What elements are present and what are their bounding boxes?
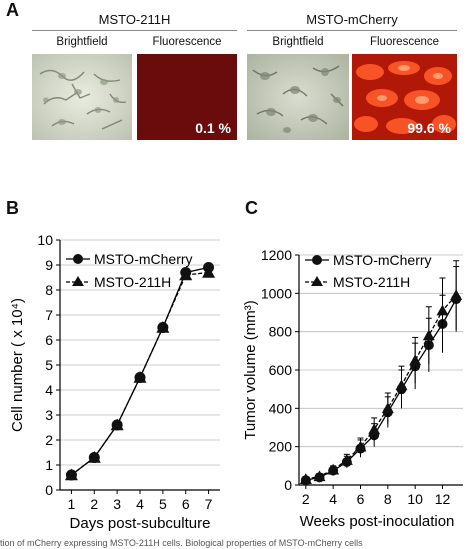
chart-b-gridlines bbox=[60, 239, 220, 466]
data-point-triangle bbox=[327, 463, 340, 475]
chart-c-ylabel: Tumor volume (mm³) bbox=[242, 300, 259, 439]
y-tick-label: 9 bbox=[45, 257, 53, 273]
chart-c-xlabel: Weeks post-inoculation bbox=[300, 513, 455, 530]
x-tick-label: 10 bbox=[407, 491, 423, 507]
data-point-triangle bbox=[354, 440, 367, 452]
group-title-msto-211h: MSTO-211H bbox=[98, 12, 171, 27]
chart-b-legend: MSTO-mCherry MSTO-211H bbox=[66, 251, 193, 290]
group-title-msto-mcherry: MSTO-mCherry bbox=[306, 12, 398, 27]
x-tick-label: 1 bbox=[68, 496, 76, 512]
legend-label: MSTO-211H bbox=[333, 274, 410, 290]
y-tick-label: 600 bbox=[269, 362, 293, 378]
x-tick-label: 2 bbox=[302, 491, 310, 507]
x-tick-label: 4 bbox=[136, 496, 144, 512]
fluorescence-percent: 0.1 % bbox=[195, 120, 231, 136]
group-divider-right bbox=[247, 30, 457, 31]
x-tick-label: 7 bbox=[205, 496, 213, 512]
chart-c-legend: MSTO-mCherry MSTO-211H bbox=[305, 252, 432, 290]
x-tick-label: 12 bbox=[435, 491, 451, 507]
data-point-triangle bbox=[409, 354, 422, 366]
data-point-triangle bbox=[133, 371, 147, 383]
data-point-triangle bbox=[422, 329, 435, 341]
y-tick-label: 7 bbox=[45, 307, 53, 323]
series-line-msto-211h bbox=[305, 294, 457, 480]
panel-a-letter: A bbox=[6, 0, 19, 20]
data-point-triangle bbox=[202, 266, 216, 278]
panel-b-letter: B bbox=[6, 198, 19, 218]
y-tick-label: 400 bbox=[269, 400, 293, 416]
data-point-triangle bbox=[381, 402, 394, 414]
x-tick-label: 6 bbox=[182, 496, 190, 512]
image-label: Brightfield bbox=[56, 36, 108, 48]
data-point-triangle bbox=[156, 321, 170, 333]
chart-c-gridlines bbox=[299, 254, 463, 448]
x-tick-label: 8 bbox=[384, 491, 392, 507]
legend-label: MSTO-mCherry bbox=[94, 251, 193, 267]
y-tick-label: 6 bbox=[45, 332, 53, 348]
legend-marker-circle bbox=[312, 255, 322, 265]
data-point-triangle bbox=[64, 468, 78, 481]
fluorescence-micrograph-msto-211h: 0.1 % bbox=[137, 54, 237, 140]
y-tick-label: 1000 bbox=[261, 285, 292, 301]
x-tick-label: 3 bbox=[113, 496, 121, 512]
y-tick-label: 800 bbox=[269, 324, 293, 340]
legend-marker-triangle bbox=[311, 276, 323, 286]
data-point-triangle bbox=[87, 451, 101, 463]
y-tick-label: 0 bbox=[284, 477, 292, 493]
y-tick-label: 8 bbox=[45, 282, 53, 298]
y-tick-label: 1 bbox=[45, 457, 53, 473]
chart-b-ylabel: Cell number ( x 10⁴) bbox=[9, 298, 26, 432]
group-divider-left bbox=[32, 30, 237, 31]
image-label: Brightfield bbox=[272, 36, 324, 48]
fluorescence-percent: 99.6 % bbox=[407, 120, 451, 136]
legend-marker-circle bbox=[73, 254, 83, 264]
fluorescence-micrograph-msto-mcherry: 99.6 % bbox=[352, 54, 457, 140]
y-tick-label: 10 bbox=[37, 232, 53, 248]
legend-marker-triangle bbox=[72, 276, 84, 286]
data-point-triangle bbox=[110, 418, 124, 431]
y-tick-label: 1200 bbox=[261, 247, 292, 263]
y-tick-label: 2 bbox=[45, 432, 53, 448]
x-tick-label: 5 bbox=[159, 496, 167, 512]
y-tick-label: 5 bbox=[45, 357, 53, 373]
data-point-triangle bbox=[450, 289, 463, 301]
x-tick-label: 4 bbox=[329, 491, 337, 507]
y-tick-label: 0 bbox=[45, 482, 53, 498]
data-point-triangle bbox=[340, 454, 353, 465]
legend-label: MSTO-mCherry bbox=[333, 252, 432, 268]
image-label: Fluorescence bbox=[369, 36, 440, 48]
legend-label: MSTO-211H bbox=[94, 274, 171, 290]
data-point-triangle bbox=[313, 470, 326, 482]
data-point-triangle bbox=[436, 304, 449, 316]
y-tick-label: 200 bbox=[269, 439, 293, 455]
brightfield-micrograph-msto-211h bbox=[32, 54, 132, 140]
image-label: Fluorescence bbox=[152, 36, 222, 48]
figure-caption: tion of mCherry expressing MSTO-211H cel… bbox=[0, 538, 363, 548]
panel-c-letter: C bbox=[245, 198, 258, 218]
data-point-triangle bbox=[179, 268, 193, 281]
x-tick-label: 6 bbox=[357, 491, 365, 507]
y-tick-label: 3 bbox=[45, 407, 53, 423]
data-point-triangle bbox=[368, 423, 381, 435]
data-point-triangle bbox=[395, 379, 408, 391]
data-point-triangle bbox=[299, 473, 312, 485]
y-tick-label: 4 bbox=[45, 382, 53, 398]
brightfield-micrograph-msto-mcherry bbox=[247, 54, 349, 140]
x-tick-label: 2 bbox=[90, 496, 98, 512]
chart-c: 0 200 400 600 800 1000 1200 2 4 6 8 10 12 MSTO-mChe… bbox=[242, 247, 463, 530]
chart-b-xlabel: Days post-subculture bbox=[70, 515, 211, 532]
